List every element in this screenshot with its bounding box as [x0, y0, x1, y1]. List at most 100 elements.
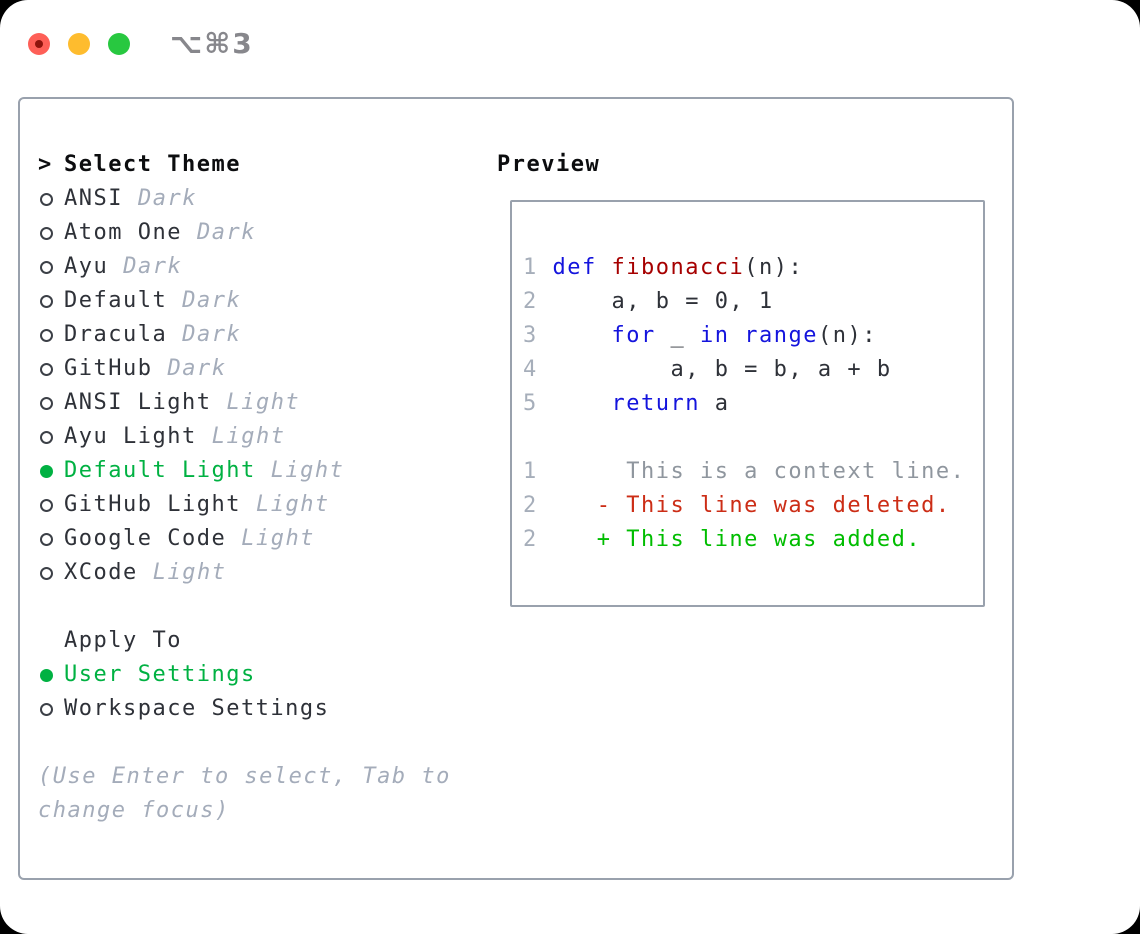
theme-label: Default Light [64, 458, 256, 483]
theme-label: Ayu Light [64, 424, 197, 449]
help-line: change focus) [38, 798, 230, 823]
theme-variant: Dark [182, 322, 242, 347]
window-title: ⌥⌘3 [170, 27, 254, 60]
focus-chevron-icon: > [38, 152, 53, 177]
theme-variant: Dark [182, 288, 242, 313]
radio-circle [40, 226, 53, 240]
code-token: _ [655, 323, 700, 348]
radio-icon [38, 532, 64, 546]
theme-label: XCode [64, 560, 138, 585]
close-button[interactable] [28, 32, 50, 55]
spacer [38, 590, 451, 624]
theme-option-github-light[interactable]: GitHub Light Light [38, 488, 451, 522]
code-token: range [744, 323, 818, 348]
radio-circle [40, 362, 53, 376]
code-token [538, 391, 612, 416]
radio-circle [40, 294, 53, 308]
radio-circle [40, 532, 53, 546]
theme-variant: Dark [167, 356, 227, 381]
radio-circle [40, 192, 53, 206]
line-number: 3 [523, 323, 538, 348]
code-token [597, 255, 612, 280]
code-token: a, b = b, a + b [537, 357, 892, 382]
radio-icon [38, 226, 64, 240]
radio-circle [40, 566, 53, 580]
theme-variant: Light [270, 458, 345, 483]
theme-option-default-light[interactable]: Default Light Light [38, 454, 451, 488]
preview-title: Preview [497, 152, 601, 177]
code-token: + This line was added. [537, 527, 922, 552]
theme-variant: Light [255, 492, 330, 517]
theme-label: ANSI Light [64, 390, 212, 415]
preview-pane: 1 def fibonacci(n): 2 a, b = 0, 1 3 for _ … [510, 200, 985, 607]
help-text: (Use Enter to select, Tab to change focus… [38, 760, 451, 828]
theme-label: GitHub [64, 356, 153, 381]
theme-label: Default [64, 288, 168, 313]
theme-option-github[interactable]: GitHub Dark [38, 352, 451, 386]
help-line: (Use Enter to select, Tab to [38, 764, 451, 789]
theme-label: ANSI [64, 186, 123, 211]
apply-option-user-settings[interactable]: User Settings [38, 658, 451, 692]
theme-option-google-code[interactable]: Google Code Light [38, 522, 451, 556]
code-token [538, 255, 553, 280]
line-number: 2 [523, 289, 538, 314]
left-column: > Select Theme ANSI Dark Atom One Dark Ayu Dar… [38, 148, 451, 828]
theme-label: Google Code [64, 526, 227, 551]
theme-label: Dracula [64, 322, 168, 347]
spacer [38, 726, 451, 760]
apply-to-list: User Settings Workspace Settings [38, 658, 451, 726]
theme-variant: Dark [196, 220, 256, 245]
zoom-button[interactable] [108, 32, 130, 55]
theme-variant: Light [152, 560, 227, 585]
minimize-button[interactable] [68, 32, 90, 55]
code-token [729, 323, 744, 348]
radio-icon [38, 498, 64, 512]
theme-list-title: Select Theme [64, 152, 241, 177]
preview-line [523, 421, 983, 455]
theme-label: Ayu [64, 254, 109, 279]
radio-icon [38, 260, 64, 274]
preview-line: 3 for _ in range(n): [523, 319, 983, 353]
theme-option-ansi-light[interactable]: ANSI Light Light [38, 386, 451, 420]
theme-option-ayu-light[interactable]: Ayu Light Light [38, 420, 451, 454]
radio-icon [38, 328, 64, 342]
theme-option-ansi[interactable]: ANSI Dark [38, 182, 451, 216]
radio-circle [40, 396, 53, 410]
apply-label: Workspace Settings [64, 696, 330, 721]
apply-option-workspace-settings[interactable]: Workspace Settings [38, 692, 451, 726]
theme-option-atom-one[interactable]: Atom One Dark [38, 216, 451, 250]
code-token: a, b = 0, 1 [537, 289, 774, 314]
preview-line: 1 This is a context line. [523, 455, 983, 489]
code-token: (n): [744, 255, 804, 280]
line-number: 2 [523, 527, 538, 552]
radio-icon [38, 294, 64, 308]
line-number: 1 [523, 459, 538, 484]
preview-line: 2 - This line was deleted. [523, 489, 983, 523]
radio-circle [40, 498, 53, 512]
theme-option-dracula[interactable]: Dracula Dark [38, 318, 451, 352]
theme-variant: Light [211, 424, 286, 449]
theme-option-xcode[interactable]: XCode Light [38, 556, 451, 590]
code-token: return [611, 391, 700, 416]
code-token: This is a context line. [537, 459, 966, 484]
theme-variant: Dark [137, 186, 197, 211]
code-token: a [699, 391, 730, 416]
radio-icon [38, 192, 64, 206]
theme-variant: Light [226, 390, 301, 415]
theme-variant: Light [241, 526, 315, 551]
theme-label: GitHub Light [64, 492, 241, 517]
preview-line: 1 def fibonacci(n): [523, 251, 983, 285]
theme-option-ayu[interactable]: Ayu Dark [38, 250, 451, 284]
radio-icon [38, 566, 64, 580]
theme-list: ANSI Dark Atom One Dark Ayu Dark Default Dark Dr… [38, 182, 451, 590]
code-token: (n): [817, 323, 877, 348]
code-token: for [611, 323, 656, 348]
theme-variant: Dark [123, 254, 183, 279]
settings-panel: > Select Theme ANSI Dark Atom One Dark Ayu Dar… [18, 97, 1014, 880]
theme-option-default[interactable]: Default Dark [38, 284, 451, 318]
apply-label: User Settings [64, 662, 256, 687]
line-number: 5 [523, 391, 538, 416]
preview-line: 4 a, b = b, a + b [523, 353, 983, 387]
code-token: - This line was deleted. [537, 493, 951, 518]
